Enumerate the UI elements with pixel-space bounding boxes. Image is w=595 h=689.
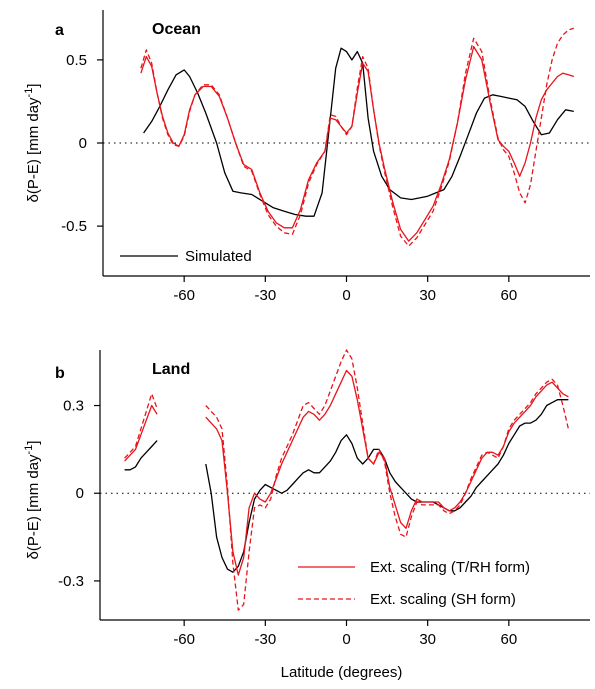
series-line-ext-scaling-sh-form (205, 349, 570, 611)
x-tick-label: -60 (173, 287, 195, 304)
x-tick-label: 0 (342, 287, 350, 304)
legend-label: Ext. scaling (SH form) (370, 591, 516, 608)
panel-ocean: -0.5 0 0.5 -60 -30 0 30 60 a Ocean δ(P-E) [mm day-… (23, 10, 590, 304)
x-tick-label: 0 (342, 631, 350, 648)
legend-label: Simulated (185, 248, 252, 265)
series-line-ext-scaling-sh-form (124, 393, 158, 459)
series-line-simulated (143, 47, 574, 217)
y-tick-label: -0.3 (58, 573, 84, 590)
x-tick-label: 30 (419, 287, 436, 304)
y-tick-label: 0 (76, 485, 84, 502)
y-axis-label: δ(P-E) [mm day-1] (23, 84, 42, 203)
x-axis-label: Latitude (degrees) (281, 664, 403, 681)
legend-label: Ext. scaling (T/RH form) (370, 559, 530, 576)
series-line-ext-scaling-t-rh-form (205, 369, 569, 576)
y-axis-label: δ(P-E) [mm day-1] (23, 441, 42, 560)
panel-land: -0.3 0 0.3 -60 -30 0 30 60 b Land δ(P-E) [mm day-1… (23, 349, 590, 681)
panel-letter: a (55, 22, 64, 39)
series-line-simulated (205, 399, 569, 573)
x-tick-label: 30 (419, 631, 436, 648)
panel-title: Ocean (152, 21, 201, 38)
panel-title: Land (152, 361, 190, 378)
y-tick-label: 0.5 (66, 52, 87, 69)
x-tick-label: -30 (254, 631, 276, 648)
x-tick-label: -30 (254, 287, 276, 304)
y-tick-label: -0.5 (61, 218, 87, 235)
panel-letter: b (55, 365, 65, 382)
series-line-ext-scaling-t-rh-form (124, 404, 158, 462)
y-tick-label: 0 (79, 135, 87, 152)
series-line-simulated (124, 440, 158, 471)
y-tick-label: 0.3 (63, 398, 84, 415)
x-tick-label: 60 (500, 287, 517, 304)
series-line-ext-scaling-t-rh-form (140, 45, 574, 242)
x-tick-label: 60 (500, 631, 517, 648)
series-line-ext-scaling-sh-form (140, 27, 574, 247)
x-tick-label: -60 (173, 631, 195, 648)
